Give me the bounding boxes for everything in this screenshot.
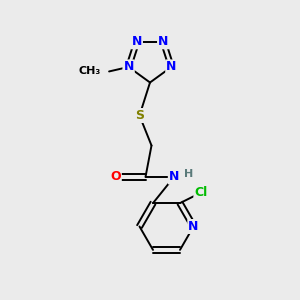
Text: H: H [184, 169, 194, 179]
Text: Cl: Cl [194, 186, 208, 199]
Text: N: N [166, 61, 177, 74]
Text: N: N [132, 35, 142, 48]
Text: N: N [169, 170, 179, 184]
Text: S: S [135, 109, 144, 122]
Text: O: O [110, 170, 121, 184]
Text: CH₃: CH₃ [79, 67, 101, 76]
Text: N: N [188, 220, 199, 233]
Text: N: N [123, 61, 134, 74]
Text: N: N [158, 35, 168, 48]
